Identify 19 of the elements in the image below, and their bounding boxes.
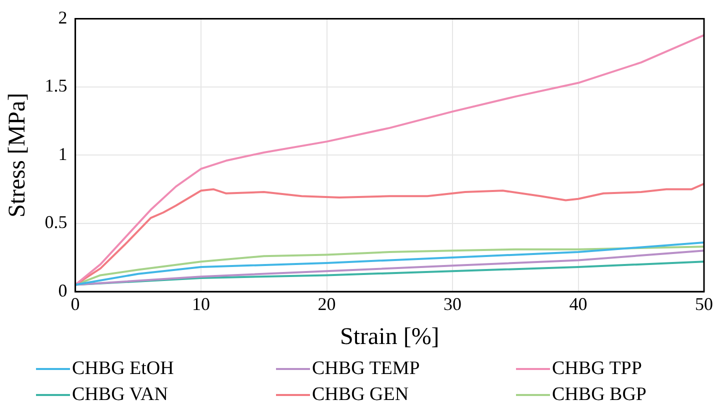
legend-label: CHBG TPP xyxy=(552,357,642,381)
legend-label: CHBG TEMP xyxy=(312,357,420,381)
x-tick-label: 20 xyxy=(318,294,336,314)
y-tick-label: 1 xyxy=(58,144,68,164)
x-tick-label: 30 xyxy=(444,294,462,314)
y-tick-label: 0 xyxy=(58,280,68,300)
y-axis-title: Stress [MPa] xyxy=(4,92,31,218)
legend-label: CHBG GEN xyxy=(312,383,409,407)
y-tick-label: 2 xyxy=(58,8,68,28)
y-tick-label: 1.5 xyxy=(44,76,68,96)
legend-label: CHBG EtOH xyxy=(72,357,174,381)
x-tick-label: 40 xyxy=(569,294,588,314)
y-tick-label: 0.5 xyxy=(44,212,68,232)
x-tick-label: 0 xyxy=(70,294,80,314)
x-tick-label: 10 xyxy=(192,294,210,314)
x-axis-title: Strain [%] xyxy=(340,324,440,350)
legend-label: CHBG BGP xyxy=(552,383,646,407)
x-tick-label: 50 xyxy=(695,294,713,314)
legend-label: CHBG VAN xyxy=(72,383,168,407)
